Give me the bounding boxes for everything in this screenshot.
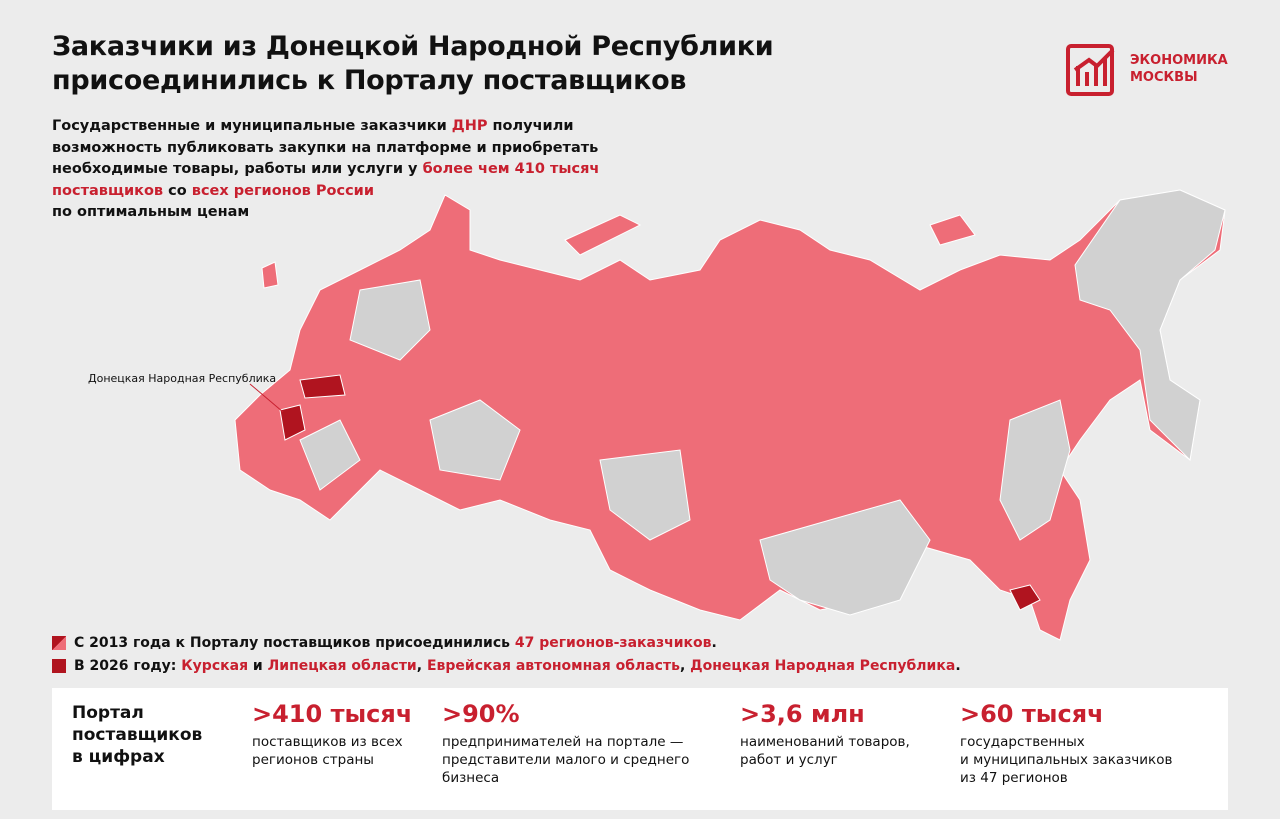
highlight-text: ДНР (451, 118, 488, 134)
region (929, 214, 976, 246)
stat-item: >410 тысяч поставщиков из всех регионов ст… (252, 698, 412, 769)
intro: Государственные и муниципальные заказчик… (52, 116, 599, 224)
stat-item: >3,6 млн наименований товаров, работ и усл… (740, 698, 910, 769)
intro-line: необходимые товары, работы или услуги у … (52, 159, 599, 181)
intro-line: возможность публиковать закупки на платф… (52, 138, 599, 160)
stat-description-line: регионов страны (252, 752, 374, 768)
text: возможность публиковать закупки на платф… (52, 139, 599, 156)
stat-description-line: бизнеса (442, 770, 500, 786)
label-leader (249, 383, 284, 413)
stat-description-line: работ и услуг (740, 752, 838, 768)
stat-description-line: поставщиков из всех (252, 734, 403, 750)
stat-description-line: предпринимателей на портале — (442, 734, 684, 750)
stat-description: наименований товаров, работ и услуг (740, 733, 910, 769)
stats-heading-line: в цифрах (72, 747, 165, 767)
highlight-text: Курская (181, 658, 249, 674)
highlight-text: поставщиков (52, 182, 164, 199)
text: Государственные и муниципальные заказчик… (52, 118, 452, 134)
region (429, 399, 521, 481)
region (299, 419, 361, 491)
legend-swatch (52, 636, 66, 650)
text: . (955, 658, 961, 674)
region (1074, 189, 1226, 462)
map-label: Донецкая Народная Республика (88, 372, 277, 385)
title: Заказчики из Донецкой Народной Республик… (52, 30, 774, 98)
text: по оптимальным ценам (52, 204, 250, 220)
stats-panel: Портал поставщиков в цифрах >410 тысяч пост… (52, 688, 1228, 810)
title-line: Заказчики из Донецкой Народной Республик… (52, 31, 774, 62)
logo-text: ЭКОНОМИКА МОСКВЫ (1130, 52, 1228, 86)
intro-line: поставщиков со всех регионов России (52, 181, 599, 203)
region (599, 449, 691, 541)
title-line: присоединились к Порталу поставщиков (52, 65, 687, 96)
stats-heading: Портал поставщиков в цифрах (72, 702, 202, 768)
region (759, 499, 931, 616)
region (261, 261, 279, 289)
stat-description: поставщиков из всех регионов страны (252, 733, 412, 769)
highlight-text: всех регионов России (191, 182, 374, 199)
text: необходимые товары, работы или услуги у (52, 161, 423, 177)
region (299, 374, 346, 399)
region (999, 399, 1071, 541)
highlight-text: Липецкая области (267, 658, 417, 674)
region (1009, 584, 1041, 611)
region (349, 279, 431, 361)
legend-row: С 2013 года к Порталу поставщиков присое… (52, 632, 961, 655)
stats-heading-line: Портал (72, 703, 144, 723)
text: , (679, 658, 691, 674)
stats-heading-line: поставщиков (72, 725, 203, 745)
region (564, 214, 642, 256)
intro-line: Государственные и муниципальные заказчик… (52, 116, 599, 138)
stat-description-line: наименований товаров, (740, 734, 910, 750)
highlight-text: 47 регионов-заказчиков (514, 635, 712, 651)
stat-description-line: и муниципальных заказчиков (960, 752, 1173, 768)
legend: С 2013 года к Порталу поставщиков присое… (52, 632, 961, 678)
stat-description-line: из 47 регионов (960, 770, 1068, 786)
stat-value: >3,6 млн (740, 700, 865, 728)
text: получили (487, 118, 574, 134)
legend-row: В 2026 году: Курская и Липецкая области,… (52, 655, 961, 678)
intro-line: по оптимальным ценам (52, 202, 599, 224)
stat-description-line: государственных (960, 734, 1085, 750)
logo-line: ЭКОНОМИКА (1130, 53, 1228, 68)
stat-value: >410 тысяч (252, 700, 413, 728)
text: и (248, 658, 268, 674)
stat-description: предпринимателей на портале — представите… (442, 733, 689, 787)
stat-item: >90% предпринимателей на портале — предста… (442, 698, 689, 787)
stat-description: государственных и муниципальных заказчико… (960, 733, 1172, 787)
highlight-text: Донецкая Народная Республика (690, 658, 956, 674)
highlight-text: Еврейская автономная область (426, 658, 680, 674)
stat-description-line: представители малого и среднего (442, 752, 690, 768)
map (234, 189, 1226, 641)
text: со (163, 182, 192, 199)
stat-value: >90% (442, 700, 520, 728)
logo-line: МОСКВЫ (1130, 70, 1198, 85)
text: , (416, 658, 427, 674)
logo-icon (1066, 44, 1115, 96)
region (234, 189, 1226, 641)
region (279, 404, 306, 441)
stat-item: >60 тысяч государственных и муниципальных … (960, 698, 1172, 787)
legend-swatch (52, 659, 66, 673)
text: . (711, 635, 717, 651)
stat-value: >60 тысяч (960, 700, 1104, 728)
text: В 2026 году: (74, 658, 182, 674)
text: С 2013 года к Порталу поставщиков присое… (74, 635, 515, 651)
highlight-text: более чем 410 тысяч (422, 161, 600, 177)
